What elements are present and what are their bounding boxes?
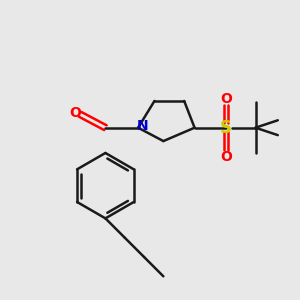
Text: O: O (220, 149, 232, 164)
Text: O: O (220, 92, 232, 106)
Text: S: S (220, 119, 232, 137)
Text: N: N (137, 119, 148, 133)
Text: O: O (69, 106, 81, 120)
